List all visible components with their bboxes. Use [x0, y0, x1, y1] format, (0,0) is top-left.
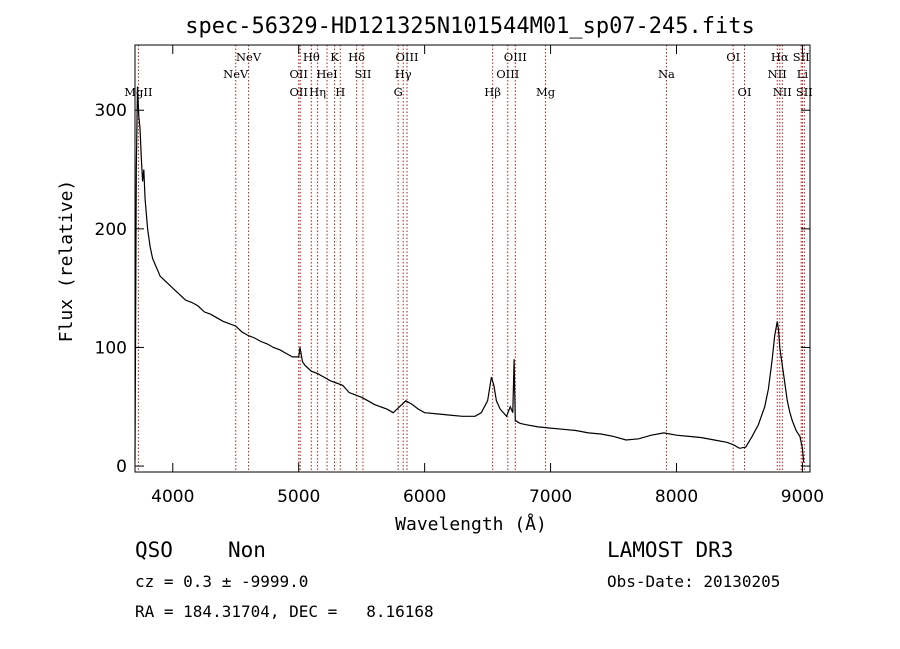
x-axis-label: Wavelength (Å)	[395, 513, 547, 535]
line-marker-label: Hγ	[395, 67, 412, 81]
x-axis-ticks: 4000 5000 6000 7000 8000 9000	[151, 45, 824, 507]
object-subclass: Non	[228, 538, 266, 562]
line-marker-label: Li	[797, 67, 809, 81]
y-tick-label: 0	[116, 457, 127, 477]
line-marker-label: NeV	[223, 67, 249, 81]
chart-title: spec-56329-HD121325N101544M01_sp07-245.f…	[185, 14, 755, 39]
line-marker-label: H	[335, 85, 345, 99]
line-marker-label: OIII	[504, 50, 527, 64]
y-tick-label: 200	[95, 220, 127, 240]
line-marker-label: OI	[726, 50, 740, 64]
line-marker-labels: MgII NeV NeV OII OII Hθ Hη HeI K H Hδ SII G Hγ OIII Hβ O…	[124, 50, 813, 99]
line-marker-label: NII	[773, 85, 792, 99]
line-marker-label: Mg	[536, 85, 556, 99]
y-tick-label: 100	[95, 338, 127, 358]
line-marker-label: NII	[768, 67, 787, 81]
line-marker-label: G	[394, 85, 403, 99]
line-marker-label: OII	[289, 85, 308, 99]
line-marker-label: Hα	[771, 50, 789, 64]
line-marker-label: SII	[793, 50, 810, 64]
line-marker-label: HeI	[316, 67, 337, 81]
line-markers	[137, 45, 805, 472]
x-tick-label: 4000	[151, 487, 194, 507]
coordinates-text: RA = 184.31704, DEC = 8.16168	[135, 602, 434, 621]
line-marker-label: Hθ	[303, 50, 320, 64]
x-tick-label: 8000	[655, 487, 698, 507]
obs-date-text: Obs-Date: 20130205	[607, 572, 781, 591]
x-tick-label: 6000	[403, 487, 446, 507]
line-marker-label: Na	[658, 67, 675, 81]
object-class: QSO	[135, 538, 173, 562]
y-tick-label: 300	[95, 101, 127, 121]
y-axis-ticks: 0 100 200 300	[95, 101, 810, 477]
line-marker-label: MgII	[124, 85, 152, 99]
spectrum-line	[134, 86, 805, 463]
line-marker-label: Hβ	[484, 85, 501, 99]
y-axis-label: Flux (relative)	[56, 180, 77, 343]
x-tick-label: 9000	[781, 487, 824, 507]
line-marker-label: Hη	[309, 85, 326, 99]
line-marker-label: NeV	[236, 50, 262, 64]
line-marker-label: K	[330, 50, 339, 64]
redshift-text: cz = 0.3 ± -9999.0	[135, 572, 309, 591]
x-tick-label: 5000	[277, 487, 320, 507]
line-marker-label: Hδ	[348, 50, 365, 64]
line-marker-label: OII	[289, 67, 308, 81]
line-marker-label: SII	[354, 67, 371, 81]
line-marker-label: SII	[796, 85, 813, 99]
survey-label: LAMOST DR3	[607, 538, 734, 562]
line-marker-label: OIII	[395, 50, 418, 64]
x-tick-label: 7000	[529, 487, 572, 507]
plot-frame	[134, 44, 811, 473]
line-marker-label: OIII	[496, 67, 519, 81]
line-marker-label: OI	[738, 85, 752, 99]
